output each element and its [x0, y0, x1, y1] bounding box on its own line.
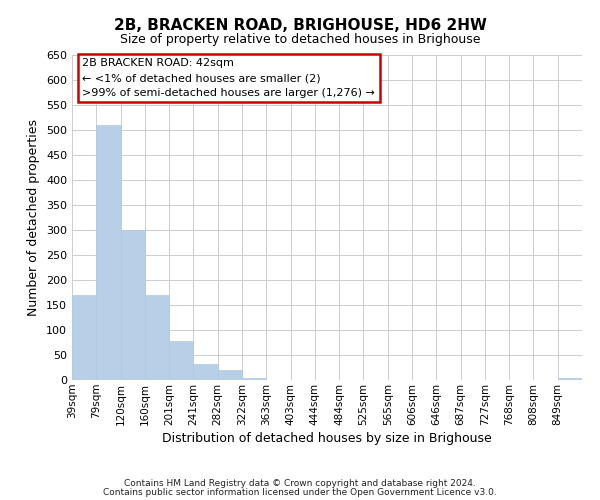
Bar — [121, 230, 145, 380]
Bar — [242, 378, 266, 380]
Text: Contains public sector information licensed under the Open Government Licence v3: Contains public sector information licen… — [103, 488, 497, 497]
Bar — [193, 364, 218, 380]
Text: 2B, BRACKEN ROAD, BRIGHOUSE, HD6 2HW: 2B, BRACKEN ROAD, BRIGHOUSE, HD6 2HW — [113, 18, 487, 32]
Bar — [558, 378, 582, 380]
Bar — [145, 295, 169, 380]
Bar — [72, 295, 96, 380]
Bar — [96, 125, 121, 380]
Text: Contains HM Land Registry data © Crown copyright and database right 2024.: Contains HM Land Registry data © Crown c… — [124, 479, 476, 488]
Bar — [169, 341, 193, 380]
X-axis label: Distribution of detached houses by size in Brighouse: Distribution of detached houses by size … — [162, 432, 492, 445]
Text: Size of property relative to detached houses in Brighouse: Size of property relative to detached ho… — [120, 32, 480, 46]
Text: 2B BRACKEN ROAD: 42sqm
← <1% of detached houses are smaller (2)
>99% of semi-det: 2B BRACKEN ROAD: 42sqm ← <1% of detached… — [82, 58, 375, 98]
Y-axis label: Number of detached properties: Number of detached properties — [28, 119, 40, 316]
Bar — [218, 370, 242, 380]
